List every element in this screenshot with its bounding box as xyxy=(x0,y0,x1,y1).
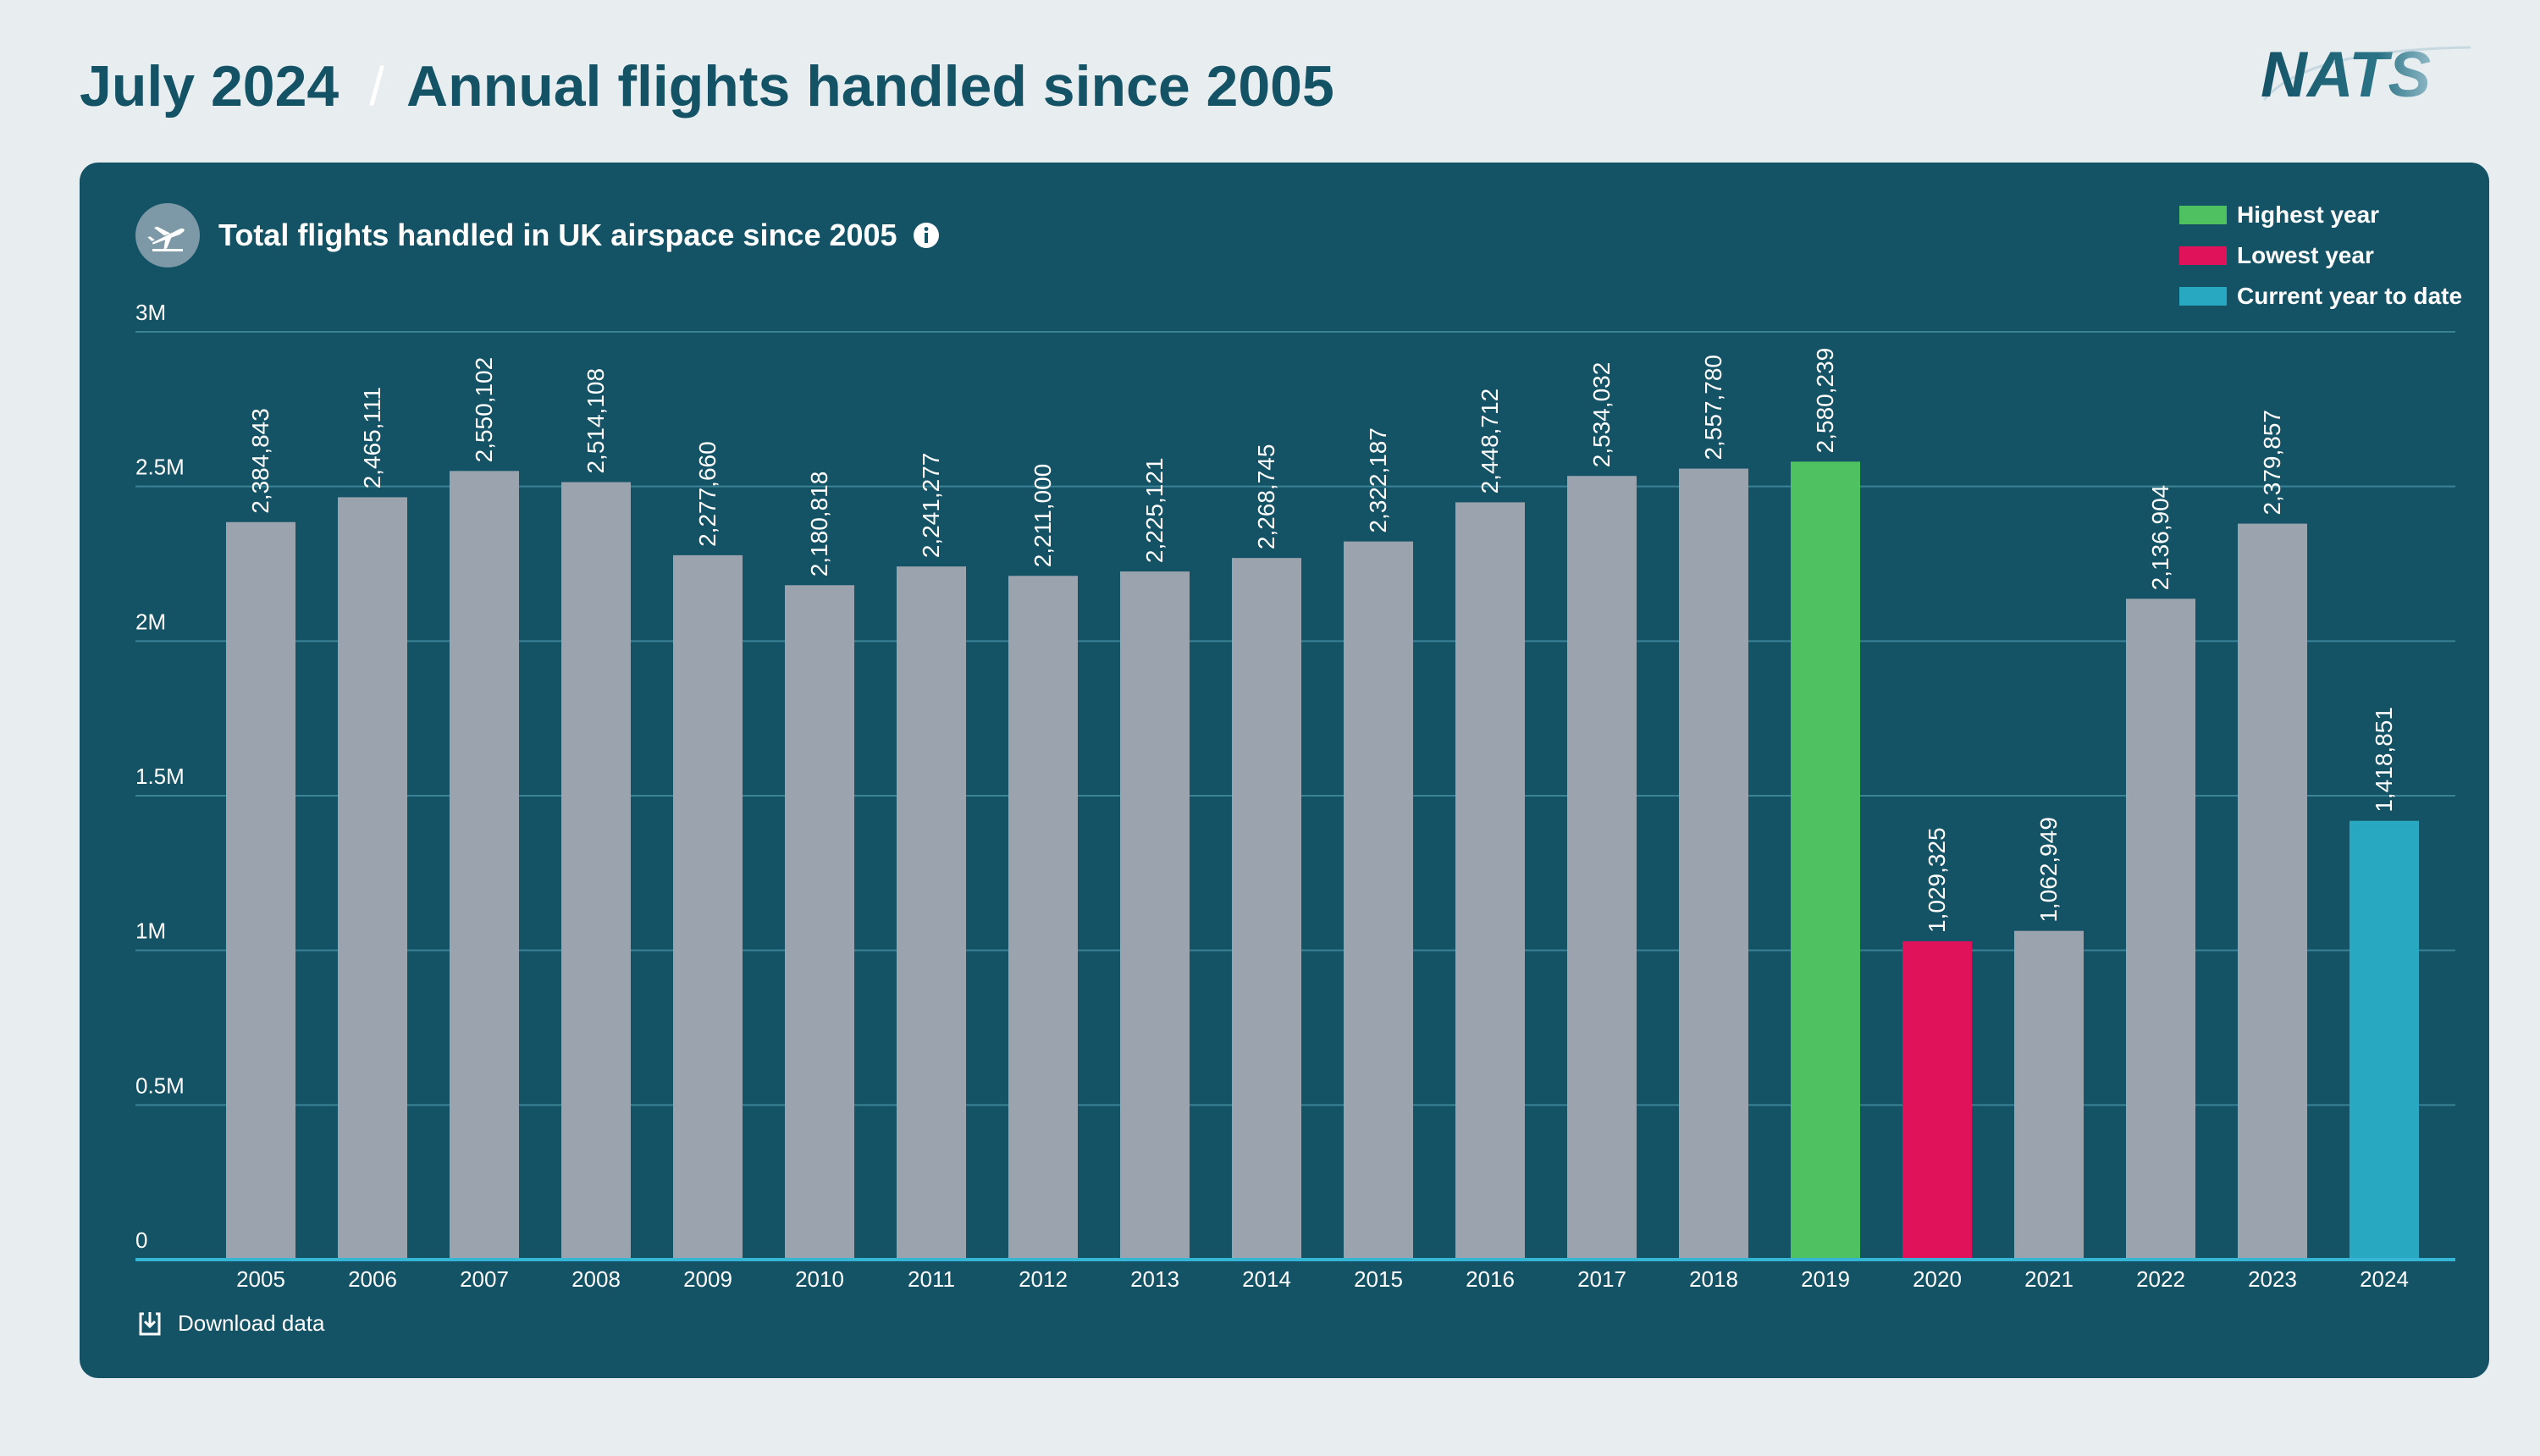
info-icon[interactable] xyxy=(913,222,940,249)
bar-2015 xyxy=(1344,541,1413,1260)
data-label-2020: 1,029,325 xyxy=(1924,827,1950,933)
x-tick-label: 2014 xyxy=(1242,1266,1291,1292)
x-tick-label: 2007 xyxy=(460,1266,509,1292)
legend-item-highest: Highest year xyxy=(2179,195,2462,235)
download-data-button[interactable]: Download data xyxy=(135,1309,324,1337)
x-tick-label: 2019 xyxy=(1801,1266,1850,1292)
bar-2019 xyxy=(1791,461,1860,1260)
y-tick-label: 0 xyxy=(135,1227,147,1253)
data-label-2012: 2,211,000 xyxy=(1030,464,1056,568)
legend-item-lowest: Lowest year xyxy=(2179,235,2462,276)
legend-swatch xyxy=(2179,206,2227,224)
data-label-2013: 2,225,121 xyxy=(1141,458,1168,564)
bar-2007 xyxy=(450,471,519,1260)
title-separator: / xyxy=(369,56,385,117)
chart-card: 0 0.5M 1M 1.5M 2M 2.5M 3M 2,384,843 2005 2,465,11… xyxy=(80,163,2489,1378)
bar-2011 xyxy=(897,566,966,1260)
bar-2023 xyxy=(2238,523,2307,1260)
x-tick-label: 2022 xyxy=(2136,1266,2185,1292)
data-label-2014: 2,268,745 xyxy=(1253,444,1279,550)
bar-2024 xyxy=(2350,820,2419,1260)
y-tick-label: 1M xyxy=(135,918,166,944)
y-tick-label: 2M xyxy=(135,609,166,634)
legend-label: Current year to date xyxy=(2237,283,2463,309)
data-label-2009: 2,277,660 xyxy=(694,441,721,547)
x-tick-label: 2011 xyxy=(908,1266,955,1292)
airplane-icon xyxy=(135,203,200,267)
x-tick-label: 2006 xyxy=(348,1266,397,1292)
x-tick-label: 2021 xyxy=(2024,1266,2073,1292)
x-tick-label: 2010 xyxy=(795,1266,844,1292)
nats-logo: NATS xyxy=(2261,41,2471,107)
bar-2014 xyxy=(1232,558,1301,1260)
data-label-2024: 1,418,851 xyxy=(2371,707,2397,813)
data-label-2007: 2,550,102 xyxy=(471,357,497,463)
x-tick-label: 2005 xyxy=(236,1266,285,1292)
x-tick-label: 2015 xyxy=(1354,1266,1403,1292)
bar-2005 xyxy=(226,521,295,1260)
x-tick-label: 2013 xyxy=(1130,1266,1179,1292)
x-tick-label: 2020 xyxy=(1913,1266,1962,1292)
page-title: Annual flights handled since 2005 xyxy=(406,54,1334,119)
page-header: July 2024 / Annual flights handled since… xyxy=(80,44,1334,129)
data-label-2011: 2,241,277 xyxy=(918,453,944,559)
x-tick-label: 2012 xyxy=(1019,1266,1068,1292)
bar-2009 xyxy=(673,554,743,1260)
chart-title: Total flights handled in UK airspace sin… xyxy=(218,218,897,252)
bar-chart: 0 0.5M 1M 1.5M 2M 2.5M 3M 2,384,843 2005 2,465,11… xyxy=(135,300,2455,1292)
y-tick-label: 0.5M xyxy=(135,1073,185,1098)
data-label-2018: 2,557,780 xyxy=(1700,355,1726,461)
data-label-2005: 2,384,843 xyxy=(247,408,273,514)
bar-2008 xyxy=(561,482,631,1260)
x-tick-label: 2009 xyxy=(683,1266,732,1292)
legend-label: Highest year xyxy=(2237,201,2380,228)
bar-2021 xyxy=(2014,930,2084,1260)
bar-2013 xyxy=(1120,571,1190,1260)
data-label-2019: 2,580,239 xyxy=(1812,348,1838,454)
data-label-2006: 2,465,111 xyxy=(359,387,385,488)
data-label-2022: 2,136,904 xyxy=(2147,485,2173,591)
data-label-2015: 2,322,187 xyxy=(1365,427,1391,533)
y-tick-label: 2.5M xyxy=(135,455,185,480)
bar-2020 xyxy=(1902,940,1972,1260)
download-icon xyxy=(139,1312,161,1336)
legend-label: Lowest year xyxy=(2237,242,2374,268)
download-data-label: Download data xyxy=(178,1310,325,1336)
x-tick-label: 2023 xyxy=(2248,1266,2297,1292)
bar-2018 xyxy=(1679,468,1748,1260)
data-label-2023: 2,379,857 xyxy=(2259,410,2285,516)
bar-2006 xyxy=(338,497,407,1260)
bar-2016 xyxy=(1455,502,1525,1260)
report-date: July 2024 xyxy=(80,54,340,119)
x-tick-label: 2024 xyxy=(2360,1266,2409,1292)
x-tick-label: 2016 xyxy=(1466,1266,1515,1292)
bar-2017 xyxy=(1567,476,1637,1260)
chart-legend: Highest year Lowest year Current year to… xyxy=(2179,195,2462,317)
data-label-2021: 1,062,949 xyxy=(2035,817,2062,923)
legend-swatch xyxy=(2179,246,2227,265)
bar-2022 xyxy=(2126,598,2195,1260)
bar-2012 xyxy=(1008,576,1078,1260)
data-label-2016: 2,448,712 xyxy=(1477,389,1503,494)
legend-item-current: Current year to date xyxy=(2179,276,2462,317)
data-label-2010: 2,180,818 xyxy=(806,472,832,577)
card-header: Total flights handled in UK airspace sin… xyxy=(135,203,940,267)
y-tick-label: 1.5M xyxy=(135,764,185,789)
legend-swatch xyxy=(2179,287,2227,306)
y-tick-label: 3M xyxy=(135,300,166,325)
bar-2010 xyxy=(785,585,854,1260)
data-label-2017: 2,534,032 xyxy=(1588,362,1615,468)
x-tick-label: 2018 xyxy=(1689,1266,1738,1292)
data-label-2008: 2,514,108 xyxy=(583,368,609,474)
x-tick-label: 2008 xyxy=(572,1266,621,1292)
x-tick-label: 2017 xyxy=(1577,1266,1626,1292)
logo-wordmark: NATS xyxy=(2261,41,2431,107)
